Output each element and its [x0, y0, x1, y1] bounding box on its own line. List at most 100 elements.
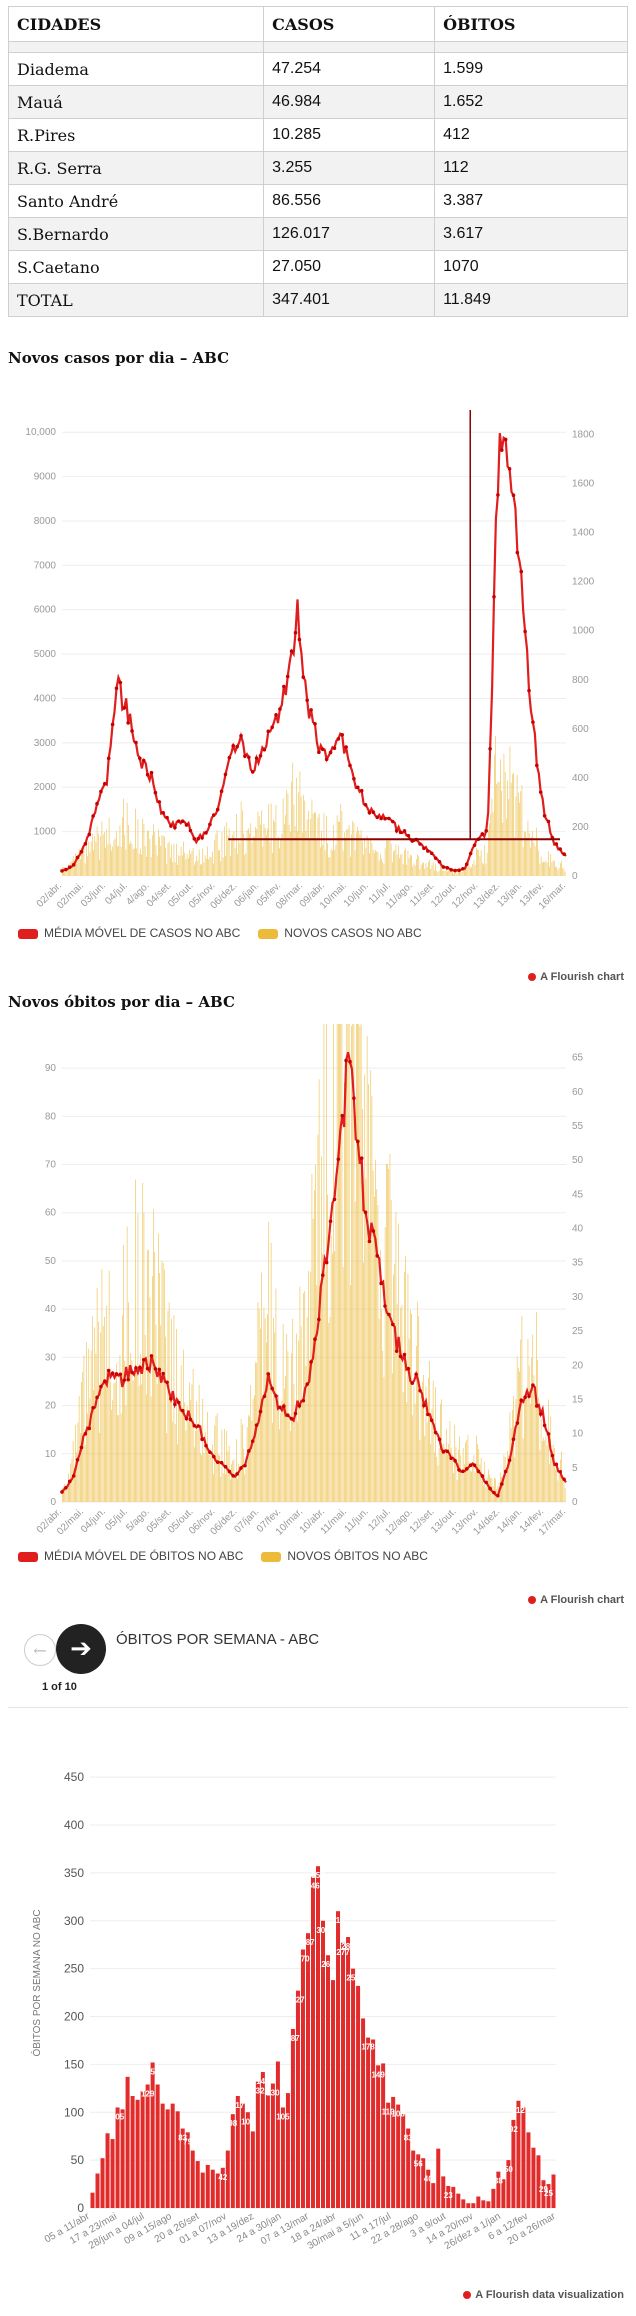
week-bar [331, 1980, 336, 2208]
daily-bar [396, 1304, 398, 1502]
daily-bar [557, 869, 559, 876]
daily-bar [412, 866, 414, 876]
daily-bar [483, 1485, 484, 1502]
week-bar [351, 1968, 356, 2208]
daily-bar [502, 822, 504, 876]
daily-bar [273, 819, 274, 876]
week-bar [295, 1990, 300, 2208]
moving-average-point [402, 1352, 407, 1357]
daily-bar [393, 851, 394, 876]
previous-slide-button[interactable]: ← [24, 1634, 56, 1666]
week-bar [320, 1920, 326, 2208]
y-tick-right: 5 [572, 1463, 578, 1474]
moving-average-point [511, 493, 516, 498]
daily-bar [243, 833, 244, 876]
table-header-row: CIDADES CASOS ÓBITOS [7, 6, 628, 42]
cases-cell: 126.017 [263, 217, 436, 251]
daily-bar [173, 843, 175, 876]
daily-bar [296, 1333, 297, 1502]
daily-bar [254, 1395, 255, 1502]
moving-average-point [262, 1394, 267, 1399]
daily-bar [183, 1349, 184, 1502]
daily-bar [520, 1339, 522, 1502]
flourish-credit-link[interactable]: A Flourish data visualization [463, 2289, 624, 2301]
y-tick-right: 1600 [572, 479, 595, 490]
daily-bar [462, 867, 464, 876]
y-tick-right: 60 [572, 1087, 584, 1098]
legend-item-moving-average[interactable]: MÉDIA MÓVEL DE ÓBITOS NO ABC [18, 1549, 243, 1563]
week-bar [366, 2037, 371, 2208]
daily-bar [555, 1469, 556, 1502]
daily-bar [485, 863, 487, 876]
moving-average-point [457, 868, 461, 873]
moving-average-point [449, 868, 453, 872]
daily-bar [357, 827, 358, 876]
moving-average-point [161, 810, 165, 815]
daily-bar [266, 834, 267, 876]
moving-average-line [61, 432, 567, 872]
daily-bar [305, 1365, 307, 1502]
moving-average-point [110, 1371, 115, 1376]
week-bar [451, 2186, 456, 2208]
daily-bar [564, 871, 566, 876]
daily-bar [264, 827, 266, 876]
daily-bar [330, 849, 332, 876]
daily-bar [119, 825, 121, 876]
flourish-credit-link[interactable]: A Flourish chart [528, 971, 624, 983]
daily-bar [563, 869, 565, 876]
bar-value-label: 346 [306, 1882, 320, 1891]
daily-bar [353, 822, 355, 876]
daily-bar [537, 840, 538, 876]
moving-average-point [266, 729, 271, 734]
daily-bar [144, 845, 146, 876]
legend-item-moving-average[interactable]: MÉDIA MÓVEL DE CASOS NO ABC [18, 926, 240, 940]
moving-average-point [71, 1474, 76, 1478]
legend-item-new-cases[interactable]: NOVOS CASOS NO ABC [258, 926, 422, 940]
daily-bar [423, 1374, 424, 1502]
daily-bar [64, 866, 66, 876]
daily-bar [285, 1376, 286, 1502]
daily-bar [549, 1464, 550, 1502]
moving-average-point [196, 1424, 201, 1428]
daily-bar [461, 1473, 463, 1502]
daily-bar [314, 812, 315, 876]
daily-bar [420, 864, 422, 876]
daily-bar [478, 850, 480, 876]
week-bar [346, 1937, 351, 2208]
city-cell: Diadema [7, 52, 265, 86]
week-bar [356, 1985, 361, 2208]
y-tick-right: 0 [572, 871, 578, 882]
moving-average-point [134, 740, 138, 745]
y-tick-left: 40 [45, 1304, 57, 1315]
daily-bar [198, 1384, 200, 1502]
daily-bar [191, 1384, 193, 1502]
daily-bar [256, 1362, 258, 1502]
daily-bar [186, 1406, 188, 1502]
daily-bar [302, 832, 303, 876]
daily-bar [438, 1447, 440, 1502]
daily-bar [378, 860, 380, 876]
daily-bar [336, 1024, 338, 1502]
daily-bar [444, 871, 446, 876]
daily-bar [513, 1396, 514, 1502]
next-slide-button[interactable]: ➔ [56, 1624, 106, 1674]
daily-bar [431, 865, 433, 876]
y-tick-left: 50 [45, 1256, 57, 1267]
daily-bar [280, 1412, 282, 1502]
moving-average-point [426, 849, 430, 853]
moving-average-point [176, 1400, 181, 1405]
daily-bar [111, 850, 112, 876]
daily-bar [87, 1413, 88, 1502]
daily-bar [560, 863, 561, 876]
daily-bar [362, 841, 363, 876]
total-deaths-cell: 11.849 [434, 283, 628, 317]
daily-bar [376, 1188, 378, 1502]
legend-item-new-deaths[interactable]: NOVOS ÓBITOS NO ABC [261, 1549, 428, 1563]
flourish-credit-link[interactable]: A Flourish chart [528, 1594, 624, 1606]
daily-bar [516, 1356, 518, 1502]
daily-bar [388, 840, 390, 876]
daily-bar [339, 821, 340, 876]
daily-bar [404, 1271, 405, 1502]
daily-bar [152, 1275, 153, 1502]
daily-bar [528, 1365, 530, 1502]
